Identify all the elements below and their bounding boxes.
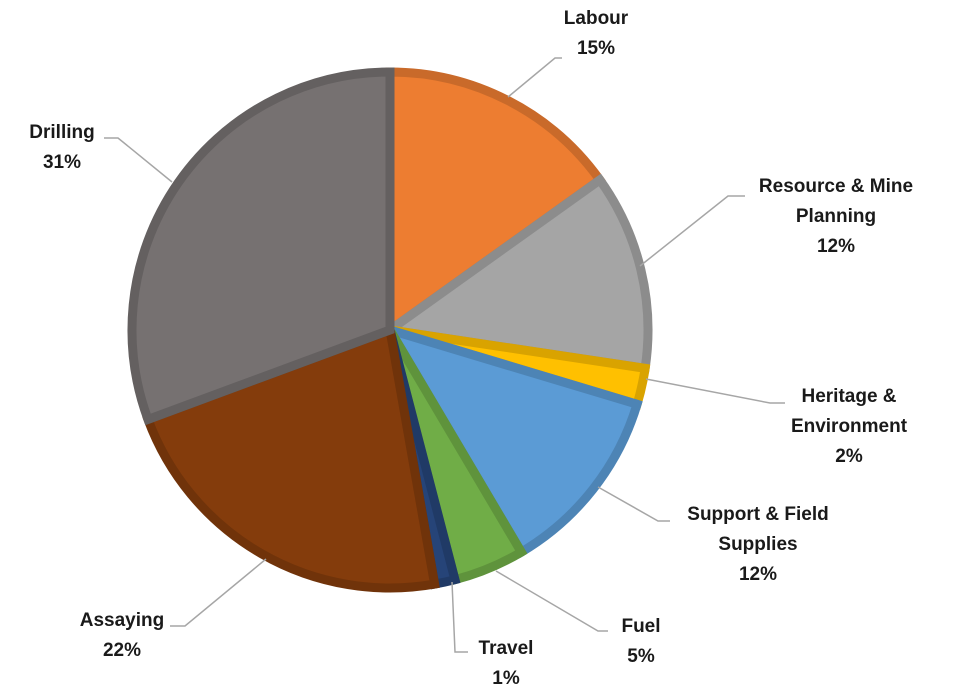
- leader-line-labour: [507, 57, 562, 98]
- data-label-name: Labour: [564, 8, 629, 29]
- data-label-resource-and-mine-planning: Resource & Mine Planning 12%: [759, 176, 913, 257]
- data-label-percent: 31%: [43, 152, 81, 173]
- leader-line-heritage-and-environment: [645, 378, 785, 404]
- leader-line-fuel: [495, 570, 608, 632]
- pie-slice-support-and-field-supplies: [380, 322, 643, 559]
- data-label-labour: Labour 15%: [564, 8, 629, 59]
- leader-line-drilling: [104, 137, 173, 183]
- data-label-percent: 1%: [492, 668, 520, 688]
- data-label-name: Assaying: [80, 610, 164, 631]
- data-label-support-and-field-supplies: Support & Field Supplies 12%: [687, 504, 828, 585]
- data-label-percent: 5%: [627, 646, 655, 667]
- leader-line-travel: [451, 581, 468, 653]
- data-label-name: Travel: [479, 638, 534, 659]
- data-label-name: Drilling: [29, 122, 94, 143]
- data-label-percent: 22%: [103, 640, 141, 661]
- data-label-fuel: Fuel 5%: [621, 616, 660, 667]
- data-label-heritage-and-environment: Heritage & Environment 2%: [791, 386, 908, 467]
- pie-slice-drilling: [127, 67, 395, 426]
- data-label-name: Heritage &: [801, 386, 896, 407]
- data-label-name: Resource & Mine: [759, 176, 913, 197]
- data-label-name: Environment: [791, 416, 908, 437]
- data-label-percent: 12%: [739, 564, 777, 585]
- data-label-name: Support & Field: [687, 504, 828, 525]
- data-label-assaying: Assaying 22%: [80, 610, 164, 661]
- data-label-travel: Travel 1%: [479, 638, 534, 688]
- labels-layer: Labour 15% Resource & Mine Planning 12% Herit…: [29, 8, 913, 688]
- pie-slice-resource-and-mine-planning: [378, 173, 653, 374]
- slices-layer: [127, 67, 653, 593]
- data-label-drilling: Drilling 31%: [29, 122, 94, 173]
- leader-line-support-and-field-supplies: [597, 486, 670, 522]
- data-label-percent: 15%: [577, 38, 615, 59]
- data-label-name: Supplies: [718, 534, 797, 555]
- data-label-percent: 12%: [817, 236, 855, 257]
- data-label-name: Fuel: [621, 616, 660, 637]
- data-label-percent: 2%: [835, 446, 863, 467]
- leader-lines-layer: [104, 57, 785, 653]
- data-label-name: Planning: [796, 206, 876, 227]
- leader-line-assaying: [170, 558, 267, 627]
- pie-slice-labour: [385, 67, 607, 339]
- leader-line-resource-and-mine-planning: [639, 195, 745, 267]
